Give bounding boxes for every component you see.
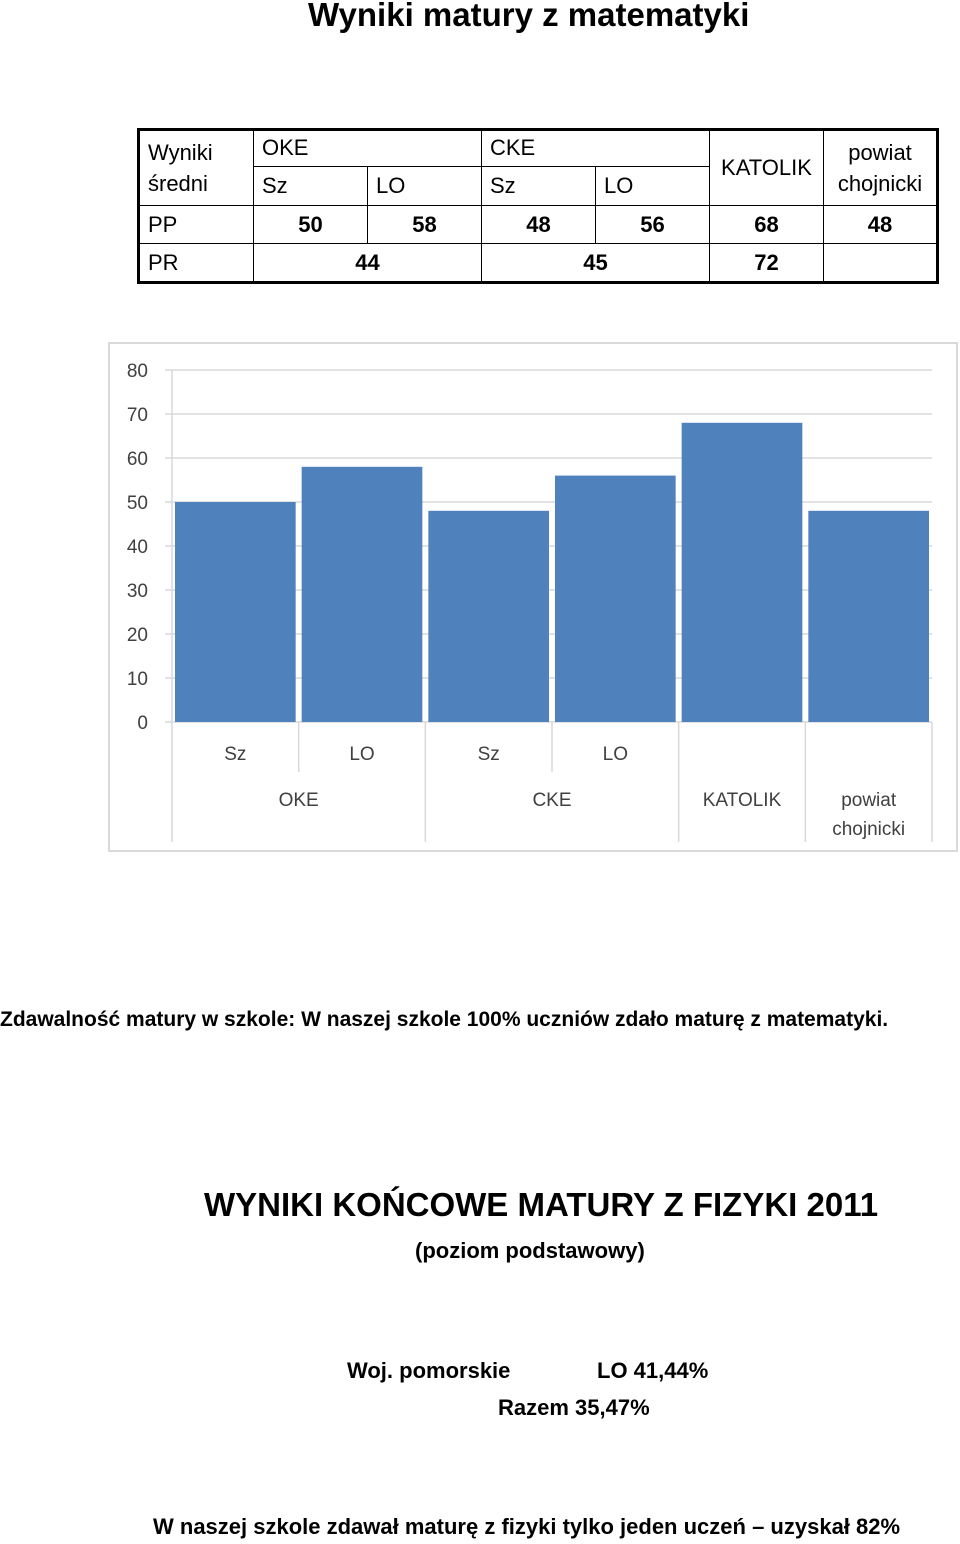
y-tick-label: 70 [127,405,148,426]
row-label-pr: PR [138,243,254,283]
footer-text: W naszej szkole zdawał maturę z fizyki t… [153,1514,901,1539]
bar-chart: 0 10 20 30 40 50 60 70 80 Sz LO Sz LO OKE CKE KATOLIK po… [108,342,958,852]
y-tick-label: 60 [127,449,148,470]
pp-katolik: 68 [709,205,824,244]
pp-powiat: 48 [823,205,938,244]
x-tick-label: Sz [224,744,246,765]
lo-result: LO 41,44% [597,1358,709,1383]
physics-title: WYNIKI KOŃCOWE MATURY Z FIZYKI 2011 [204,1186,879,1223]
subheader-lo-cke: LO [595,165,710,207]
results-table: Wyniki średni OKE CKE KATOLIK powiat cho… [137,128,939,284]
bar-chart-svg: 0 10 20 30 40 50 60 70 80 Sz LO Sz LO OKE CKE KATOLIK po… [127,361,933,842]
y-tick-label: 20 [127,625,148,646]
pr-cke: 45 [481,243,710,283]
corner-label-line2: średni [148,171,208,196]
pp-oke-sz: 50 [253,205,368,244]
x-tick-label: LO [349,744,374,765]
pp-cke-sz: 48 [481,205,596,244]
group-label: KATOLIK [703,790,782,811]
pp-cke-lo: 56 [595,205,710,244]
subheader-sz-cke: Sz [481,165,596,207]
header-katolik: KATOLIK [709,129,824,206]
bar [428,510,549,722]
y-tick-label: 10 [127,669,148,690]
x-tick-label: LO [603,744,628,765]
table-row-pr: PR 44 45 72 [138,243,938,283]
pr-katolik: 72 [709,243,824,283]
group-label: chojnicki [832,819,905,840]
group-label: OKE [279,790,319,811]
pr-oke: 44 [253,243,482,283]
bar [681,422,803,722]
table-corner-cell: Wyniki średni [138,129,254,206]
group-label: CKE [532,790,571,811]
row-label-pp: PP [138,205,254,244]
razem-result: Razem 35,47% [498,1395,650,1420]
pass-rate-text: Zdawalność matury w szkole: W naszej szk… [0,1008,889,1031]
y-tick-label: 40 [127,537,148,558]
y-tick-label: 30 [127,581,148,602]
pr-powiat [823,243,938,283]
y-tick-label: 80 [127,361,148,382]
physics-subtitle: (poziom podstawowy) [415,1238,645,1263]
bar [301,466,423,722]
header-powiat-line1: powiat [848,140,912,165]
table-row-pp: PP 50 58 48 56 68 48 [138,205,938,244]
woj-result-label: Woj. pomorskie [347,1358,511,1383]
pp-oke-lo: 58 [367,205,482,244]
bar [175,502,296,722]
y-tick-label: 0 [137,713,148,734]
page-title: Wyniki matury z matematyki [308,0,750,33]
bar [555,475,676,722]
y-tick-label: 50 [127,493,148,514]
corner-label-line1: Wyniki [148,140,213,165]
header-cke: CKE [481,129,710,167]
subheader-sz-oke: Sz [253,165,368,207]
x-tick-label: Sz [478,744,500,765]
subheader-lo-oke: LO [367,165,482,207]
header-powiat: powiat chojnicki [823,129,938,206]
group-label: powiat [841,790,897,811]
header-oke: OKE [253,129,482,167]
header-powiat-line2: chojnicki [837,171,923,196]
bar [808,510,929,722]
